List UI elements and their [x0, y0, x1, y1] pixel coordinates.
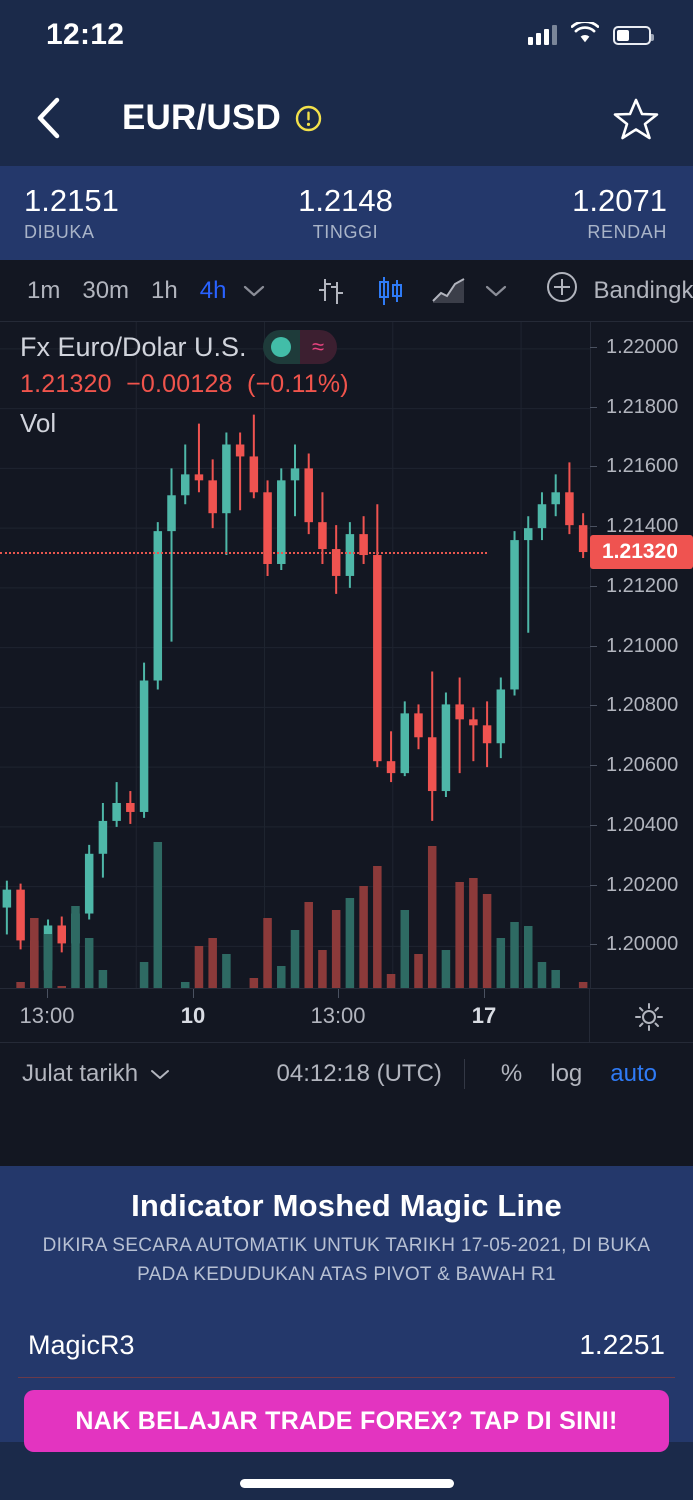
timeframe-1m[interactable]: 1m [27, 276, 61, 304]
auto-scale-button[interactable]: auto [610, 1059, 657, 1087]
chevron-down-icon [150, 1060, 170, 1088]
quote-low-value: 1.2071 [572, 182, 667, 218]
favorite-button[interactable] [613, 95, 659, 141]
back-button[interactable] [26, 96, 70, 140]
time-label: 10 [180, 1003, 206, 1028]
price-scale[interactable]: 1.22000 1.21800 1.21600 1.21400 1.21200 1.210… [590, 322, 693, 1042]
status-icons [528, 20, 654, 48]
symbol-title: EUR/USD [122, 98, 281, 137]
timeframe-30m[interactable]: 30m [82, 276, 130, 304]
legend-price-change: 1.21320 −0.00128 (−0.11%) [20, 370, 349, 399]
chart-widget: 1m 30m 1h 4h [0, 260, 693, 1166]
wave-icon: ≈ [299, 330, 337, 364]
charttype-group [287, 260, 529, 321]
status-bar: 12:12 [0, 0, 693, 70]
log-scale-button[interactable]: log [550, 1059, 583, 1087]
last-price-line [0, 552, 487, 555]
indicator-subtitle-line1: DIKIRA SECARA AUTOMATIK UNTUK TARIKH 17-… [42, 1235, 651, 1285]
chart-grid [0, 322, 590, 1042]
price-tick: 1.22000 [590, 336, 693, 359]
compare-label: Bandingkan [593, 276, 693, 304]
time-tick [47, 989, 48, 998]
charttype-chevron-down-icon[interactable] [485, 284, 507, 298]
wifi-icon [570, 20, 600, 48]
date-range-label: Julat tarikh [22, 1059, 139, 1087]
quote-high: 1.2148 TINGGI [238, 183, 452, 244]
chart-canvas[interactable] [0, 322, 590, 1042]
magic-r3-label: MagicR3 [28, 1329, 135, 1360]
time-label: 13:00 [310, 1003, 366, 1028]
home-indicator [239, 1479, 454, 1488]
time-tick [484, 989, 485, 998]
time-scale-divider [589, 989, 590, 1042]
time-tick [338, 989, 339, 998]
chevron-down-icon[interactable] [243, 284, 265, 298]
timeframe-group: 1m 30m 1h 4h [0, 260, 287, 321]
status-time: 12:12 [46, 18, 125, 51]
indicator-subtitle: DIKIRA SECARA AUTOMATIK UNTUK TARIKH 17-… [18, 1232, 675, 1289]
quote-open-value: 1.2151 [24, 182, 119, 218]
chart-plot-area[interactable]: Fx Euro/Dolar U.S. ≈ 1.21320 −0.00128 (−… [0, 322, 693, 1042]
compare-button[interactable]: Bandingkan [529, 260, 693, 321]
warning-circle-icon[interactable] [295, 105, 322, 132]
time-tick [193, 989, 194, 998]
percent-scale-button[interactable]: % [500, 1059, 523, 1087]
learn-forex-cta-button[interactable]: NAK BELAJAR TRADE FOREX? TAP DI SINI! [24, 1390, 669, 1452]
price-tick: 1.20600 [590, 754, 693, 777]
last-price-tag: 1.21320 [590, 535, 693, 570]
timeframe-1h[interactable]: 1h [151, 276, 178, 304]
price-tick: 1.21800 [590, 396, 693, 419]
price-tick: 1.21000 [590, 635, 693, 658]
quote-open-label: DIBUKA [24, 222, 95, 243]
volume-series [2, 842, 588, 1042]
price-tick: 1.20400 [590, 814, 693, 837]
status-divider [463, 1058, 465, 1089]
quote-open: 1.2151 DIBUKA [0, 183, 238, 244]
nav-bar: EUR/USD [0, 70, 693, 166]
price-tick: 1.21600 [590, 455, 693, 478]
quote-summary-bar: 1.2151 DIBUKA 1.2148 TINGGI 1.2071 RENDA… [0, 166, 693, 260]
chart-clock: 04:12:18 (UTC) [276, 1059, 442, 1087]
quote-high-label: TINGGI [312, 222, 379, 243]
battery-icon [613, 25, 654, 45]
volume-legend-label: Vol [20, 408, 57, 438]
gear-icon[interactable] [633, 1001, 665, 1038]
cellular-signal-icon [528, 25, 557, 45]
legend-series-title: Fx Euro/Dolar U.S. [20, 331, 247, 362]
bar-chart-icon[interactable] [303, 274, 361, 308]
legend-change-abs: −0.00128 [126, 370, 233, 398]
time-label: 13:00 [19, 1003, 75, 1028]
price-tick: 1.20000 [590, 933, 693, 956]
legend-last-price: 1.21320 [20, 370, 112, 398]
plus-circle-icon [545, 270, 579, 311]
chart-toolbar: 1m 30m 1h 4h [0, 260, 693, 322]
price-tick: 1.20200 [590, 874, 693, 897]
price-tick: 1.20800 [590, 694, 693, 717]
magic-r3-value: 1.2251 [579, 1329, 665, 1360]
chart-status-bar: Julat tarikh 04:12:18 (UTC) % log auto [0, 1042, 693, 1104]
indicator-title: Indicator Moshed Magic Line [131, 1188, 562, 1223]
time-scale[interactable]: 13:00 10 13:00 17 [0, 988, 693, 1042]
green-dot-icon [262, 330, 300, 364]
page-title: EUR/USD [122, 98, 322, 138]
timeframe-4h[interactable]: 4h [199, 276, 227, 304]
time-label: 17 [471, 1003, 497, 1028]
candlestick-chart-icon[interactable] [361, 274, 419, 308]
indicator-subtitle-line2: KEDUDUKAN ATAS PIVOT & BAWAH R1 [193, 1263, 556, 1285]
quote-low: 1.2071 RENDAH [453, 183, 693, 244]
price-tick: 1.21400 [590, 515, 693, 538]
quote-low-label: RENDAH [587, 222, 667, 243]
chart-legend: Fx Euro/Dolar U.S. ≈ 1.21320 −0.00128 (−… [20, 330, 349, 399]
area-chart-icon[interactable] [419, 276, 479, 306]
date-range-selector[interactable]: Julat tarikh [22, 1060, 170, 1088]
series-status-badge[interactable]: ≈ [262, 330, 337, 364]
cta-container: NAK BELAJAR TRADE FOREX? TAP DI SINI! [0, 1390, 693, 1452]
quote-high-value: 1.2148 [298, 182, 393, 218]
price-tick: 1.21200 [590, 575, 693, 598]
table-row[interactable]: MagicR3 1.2251 [18, 1313, 675, 1377]
legend-change-pct: (−0.11%) [246, 370, 349, 398]
